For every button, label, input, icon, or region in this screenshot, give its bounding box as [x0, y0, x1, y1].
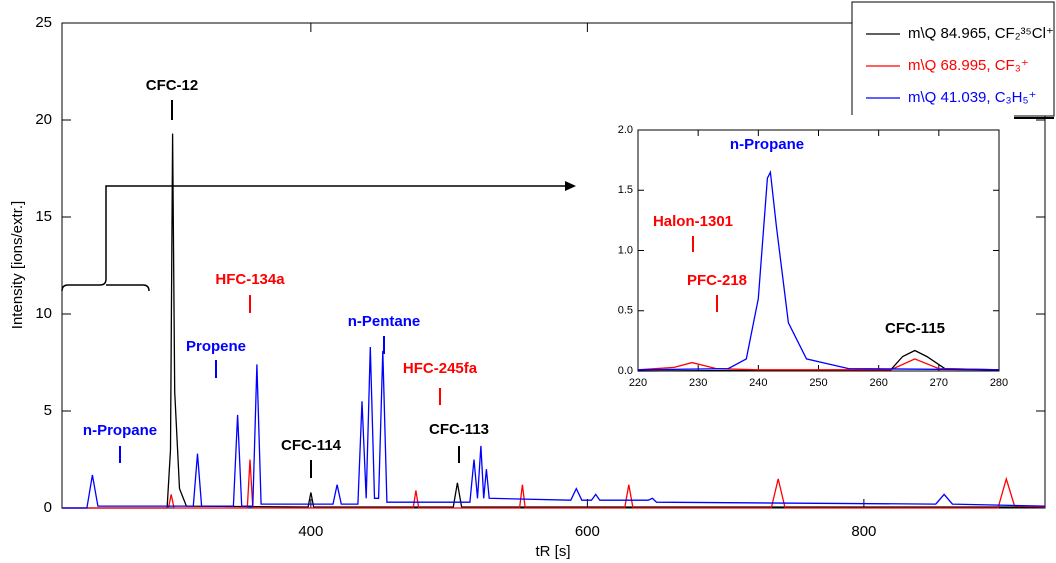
- annotation: PFC-218: [687, 272, 747, 289]
- series-line: [62, 346, 1046, 509]
- x-tick-label: 250: [809, 377, 827, 389]
- y-tick-label: 1.0: [618, 244, 633, 256]
- legend-box: [851, 1, 1055, 117]
- x-tick-label: 600: [575, 523, 600, 540]
- x-tick-label: 230: [689, 377, 707, 389]
- zoom-bracket: [106, 284, 150, 292]
- y-tick-label: 2.0: [618, 124, 633, 136]
- x-tick-label: 800: [851, 523, 876, 540]
- annotation: CFC-12: [146, 77, 199, 94]
- y-tick-label: 5: [44, 402, 52, 419]
- zoom-arrow-head: [565, 181, 576, 191]
- annotation: n-Pentane: [348, 313, 421, 330]
- x-tick-label: 260: [869, 377, 887, 389]
- legend-label: m\Q 84.965, CF₂³⁵Cl⁺: [908, 25, 1054, 42]
- series-line: [62, 459, 1046, 509]
- y-axis-label: Intensity [ions/extr.]: [9, 201, 26, 329]
- x-tick-label: 240: [749, 377, 767, 389]
- annotation: CFC-113: [429, 421, 489, 438]
- y-tick-label: 0.0: [618, 365, 633, 377]
- annotation: HFC-134a: [215, 271, 285, 288]
- series-line: [637, 169, 1000, 371]
- y-tick-label: 0: [44, 499, 52, 516]
- legend-label: m\Q 41.039, C₃H₅⁺: [908, 89, 1036, 106]
- x-axis-label: tR [s]: [535, 543, 570, 560]
- y-tick-label: 25: [35, 14, 52, 31]
- annotation: Halon-1301: [653, 213, 733, 230]
- legend-label: m\Q 68.995, CF₃⁺: [908, 57, 1029, 74]
- zoom-bracket: [61, 185, 566, 292]
- annotation: CFC-115: [885, 320, 945, 337]
- y-tick-label: 15: [35, 208, 52, 225]
- y-tick-label: 20: [35, 111, 52, 128]
- y-tick-label: 1.5: [618, 184, 633, 196]
- x-tick-label: 270: [930, 377, 948, 389]
- x-tick-label: 280: [990, 377, 1008, 389]
- annotation: n-Propane: [730, 136, 804, 153]
- series-line: [637, 358, 1000, 371]
- x-tick-label: 220: [629, 377, 647, 389]
- annotation: Propene: [186, 338, 246, 355]
- y-tick-label: 0.5: [618, 305, 633, 317]
- y-tick-label: 10: [35, 305, 52, 322]
- annotation: n-Propane: [83, 422, 157, 439]
- inset-background: [598, 115, 1014, 401]
- x-tick-label: 400: [298, 523, 323, 540]
- annotation: CFC-114: [281, 437, 342, 454]
- annotation: HFC-245fa: [403, 360, 478, 377]
